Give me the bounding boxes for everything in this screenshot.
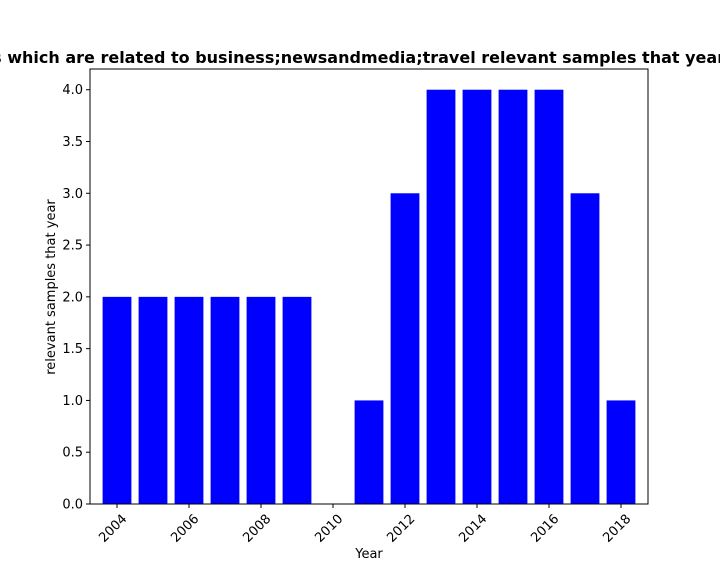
- y-axis-label: relevant samples that year: [44, 199, 59, 375]
- bar-2007: [210, 296, 240, 504]
- bar-2012: [390, 193, 420, 505]
- y-tick-label: 1.5: [62, 342, 83, 357]
- bar-2009: [282, 296, 312, 504]
- x-tick-label: 2012: [384, 512, 418, 546]
- x-tick-label: 2004: [96, 512, 130, 546]
- y-tick-label: 1.0: [62, 394, 83, 409]
- bar-2013: [426, 89, 456, 504]
- x-axis-label: Year: [354, 547, 383, 562]
- x-tick-label: 2018: [600, 512, 634, 546]
- y-axis: 0.0 0.5 1.0 1.5 2.0 2.5 3.0 3.5 4.0: [62, 83, 90, 513]
- bar-2011: [354, 400, 384, 504]
- x-tick-label: 2010: [312, 512, 346, 546]
- y-tick-label: 3.0: [62, 187, 83, 202]
- y-tick-label: 4.0: [62, 83, 83, 98]
- x-tick-label: 2016: [528, 512, 562, 546]
- bar-2018: [606, 400, 636, 504]
- y-tick-label: 2.5: [62, 239, 83, 254]
- chart-title: Number of samples which are related to b…: [0, 48, 720, 67]
- x-tick-label: 2014: [456, 512, 490, 546]
- y-tick-label: 0.0: [62, 498, 83, 513]
- bar-2015: [498, 89, 528, 504]
- y-tick-label: 3.5: [62, 135, 83, 150]
- y-tick-label: 0.5: [62, 446, 83, 461]
- x-tick-label: 2006: [168, 512, 202, 546]
- bar-2006: [174, 296, 204, 504]
- x-tick-label: 2008: [240, 512, 274, 546]
- y-tick-label: 2.0: [62, 290, 83, 305]
- bar-2017: [570, 193, 600, 505]
- x-axis: 2004 2006 2008 2010 2012 2014 2016 2018: [96, 504, 634, 546]
- plot-frame: [89, 68, 649, 505]
- bar-2016: [534, 89, 564, 504]
- bar-2005: [138, 296, 168, 504]
- bar-2014: [462, 89, 492, 504]
- bars-group: [102, 89, 636, 505]
- bar-2008: [246, 296, 276, 504]
- bar-2004: [102, 296, 132, 504]
